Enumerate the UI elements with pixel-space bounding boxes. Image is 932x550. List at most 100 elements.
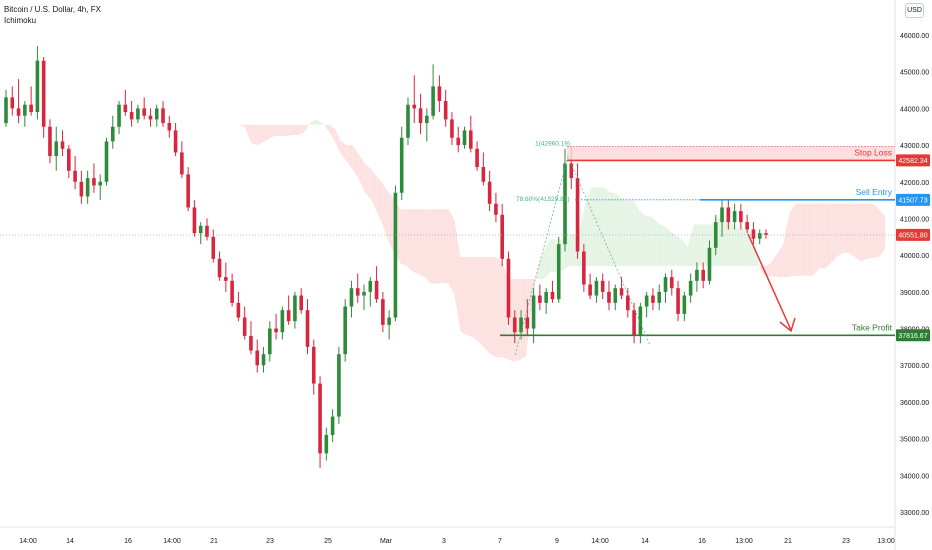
candle-body: [48, 126, 52, 157]
candle-body: [569, 163, 574, 179]
candle-body: [387, 317, 391, 325]
time-tick-label: 13:00: [735, 538, 753, 545]
cloud-segment: [783, 212, 790, 278]
cloud-segment: [771, 253, 778, 277]
candle-body: [224, 277, 228, 281]
candle-body: [406, 104, 410, 138]
candle-body: [676, 288, 680, 314]
candle-body: [249, 335, 253, 351]
sell-entry-label: Sell Entry: [856, 187, 893, 197]
candle-body: [450, 119, 454, 138]
axis-frame: [0, 0, 896, 550]
time-tick-label: 21: [210, 538, 218, 545]
price-tick-label: 39000.00: [900, 290, 929, 297]
candle-body: [117, 104, 121, 127]
cloud-segment: [687, 224, 694, 267]
candle-body: [92, 178, 96, 186]
price-tick-label: 40000.00: [900, 253, 929, 260]
cloud-segment: [376, 176, 383, 225]
candle-body: [732, 211, 737, 223]
candle-body: [305, 310, 310, 347]
price-tick-label: 37000.00: [900, 363, 929, 370]
time-tick-label: 3: [442, 538, 446, 545]
cloud-segment: [675, 235, 682, 267]
candle-body: [123, 104, 128, 113]
time-tick-label: 23: [266, 538, 274, 545]
candle-body: [443, 101, 448, 120]
cloud-segment: [466, 256, 473, 337]
candle-body: [525, 317, 530, 329]
time-tick-label: 7: [498, 538, 502, 545]
candle-body: [104, 141, 109, 182]
candle-body: [154, 108, 159, 120]
currency-button[interactable]: USD: [905, 3, 924, 18]
cloud-segment: [304, 122, 311, 132]
candle-body: [682, 295, 687, 314]
indicator-name: Ichimoku: [4, 16, 37, 25]
cloud-segment: [663, 225, 670, 267]
cloud-segment: [621, 198, 628, 267]
cloud-segment: [167, 102, 174, 107]
candle-body: [192, 207, 197, 234]
cloud-segment: [813, 203, 820, 276]
cloud-segment: [651, 216, 658, 267]
candle-body: [720, 207, 724, 223]
cloud-segment: [293, 124, 299, 135]
cloud-segment: [825, 203, 832, 269]
candle-body: [16, 108, 21, 116]
cloud-segment: [520, 279, 527, 360]
candle-body: [136, 108, 140, 120]
candle-body: [4, 97, 8, 124]
cloud-segment: [334, 128, 341, 155]
cloud-segment: [639, 211, 646, 267]
cloud-segment: [340, 141, 347, 162]
time-tick-label: 14:00: [19, 538, 37, 545]
cloud-segment: [251, 124, 258, 146]
cloud-segment: [287, 124, 294, 136]
candle-body: [475, 148, 479, 168]
candle-body: [280, 310, 285, 333]
price-tick-label: 43000.00: [900, 143, 929, 150]
candle-body: [638, 306, 643, 336]
candle-body: [343, 306, 347, 355]
price-tick-label: 36000.00: [900, 400, 929, 407]
cloud-segment: [412, 209, 419, 275]
take-profit-value: 37816.67: [898, 333, 927, 340]
candle-body: [337, 354, 341, 417]
fib-retracement: 1(42960.19) 78.60%(41529.87): [514, 141, 651, 356]
candle-body: [286, 310, 291, 322]
candle-body: [180, 152, 184, 175]
candle-body: [456, 137, 461, 146]
cloud-segment: [299, 124, 305, 135]
cloud-segment: [807, 203, 814, 276]
cloud-segment: [693, 224, 700, 267]
cloud-segment: [681, 238, 688, 267]
chart-title-block: Bitcoin / U.S. Dollar, 4h, FX Ichimoku: [4, 4, 101, 26]
cloud-segment: [603, 187, 610, 267]
cloud-segment: [741, 228, 748, 267]
cloud-segment: [699, 224, 706, 267]
cloud-segment: [735, 228, 742, 267]
candle-body: [619, 288, 624, 296]
candle-body: [10, 97, 15, 109]
candle-body: [148, 115, 153, 120]
stop-loss-tag: [896, 154, 930, 167]
cloud-segment: [358, 154, 365, 192]
candle-body: [626, 295, 630, 311]
cloud-segment: [538, 250, 545, 280]
candle-body: [600, 280, 605, 292]
cloud-segment: [568, 234, 575, 267]
cloud-segment: [227, 117, 234, 125]
candle-body: [236, 302, 241, 318]
sell-entry-value: 41507.73: [898, 197, 927, 204]
projection-arrow: [747, 233, 796, 333]
candle-body: [23, 104, 27, 116]
price-tick-label: 42000.00: [900, 180, 929, 187]
cloud-segment: [406, 209, 413, 272]
cloud-segment: [352, 145, 359, 180]
cloud-segment: [592, 187, 598, 267]
cloud-segment: [843, 203, 850, 253]
candle-body: [494, 203, 498, 215]
time-tick-label: 14:00: [163, 538, 181, 545]
